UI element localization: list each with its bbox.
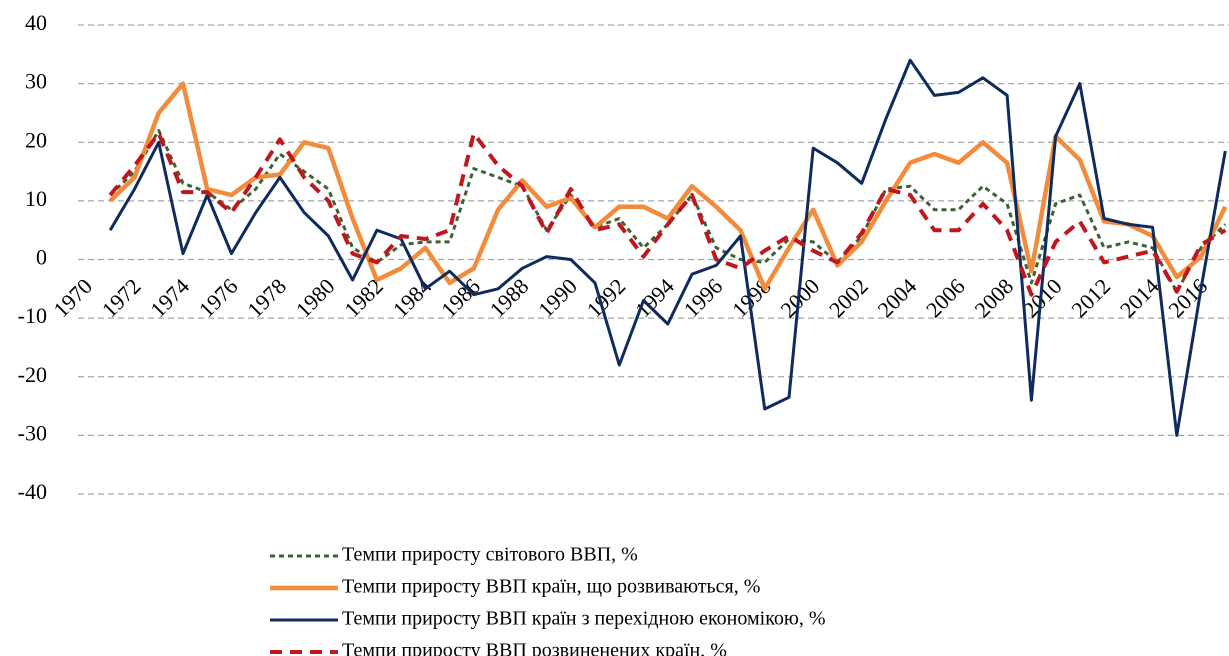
x-tick-label: 1972 — [97, 273, 146, 322]
y-tick-label: 20 — [25, 127, 47, 152]
series-line — [108, 131, 1227, 297]
y-tick-label: 10 — [25, 186, 47, 211]
x-tick-label: 1984 — [388, 273, 437, 322]
legend-label: Темпи приросту ВВП країн з перехідною ек… — [342, 608, 826, 630]
legend-label: Темпи приросту ВВП розвиненених країн, % — [342, 640, 727, 656]
y-tick-label: -20 — [18, 362, 47, 387]
y-tick-label: 0 — [36, 245, 47, 270]
x-tick-label: 1978 — [242, 273, 291, 322]
y-tick-label: 40 — [25, 10, 47, 35]
x-tick-label: 1976 — [194, 273, 243, 322]
series-line — [108, 81, 1228, 292]
x-tick-label: 1970 — [48, 273, 97, 322]
x-tick-label: 2014 — [1115, 273, 1164, 322]
y-tick-label: -40 — [18, 479, 47, 504]
y-tick-label: 30 — [25, 69, 47, 94]
y-tick-label: -10 — [18, 303, 47, 328]
x-tick-label: 1996 — [679, 273, 728, 322]
x-tick-label: 2004 — [872, 273, 921, 322]
x-tick-label: 2002 — [824, 273, 873, 322]
series-line — [108, 58, 1227, 437]
legend-label: Темпи приросту світового ВВП, % — [342, 544, 638, 566]
x-tick-label: 1990 — [533, 273, 582, 322]
legend-label: Темпи приросту ВВП країн, що розвиваютьс… — [342, 576, 760, 598]
x-tick-label: 1980 — [291, 273, 340, 322]
series-line — [109, 129, 1227, 294]
y-tick-label: -30 — [18, 420, 47, 445]
x-tick-label: 1974 — [145, 273, 194, 322]
x-tick-label: 2006 — [921, 273, 970, 322]
x-tick-label: 2012 — [1066, 273, 1115, 322]
x-tick-label: 2008 — [969, 273, 1018, 322]
x-tick-label: 1982 — [339, 273, 388, 322]
